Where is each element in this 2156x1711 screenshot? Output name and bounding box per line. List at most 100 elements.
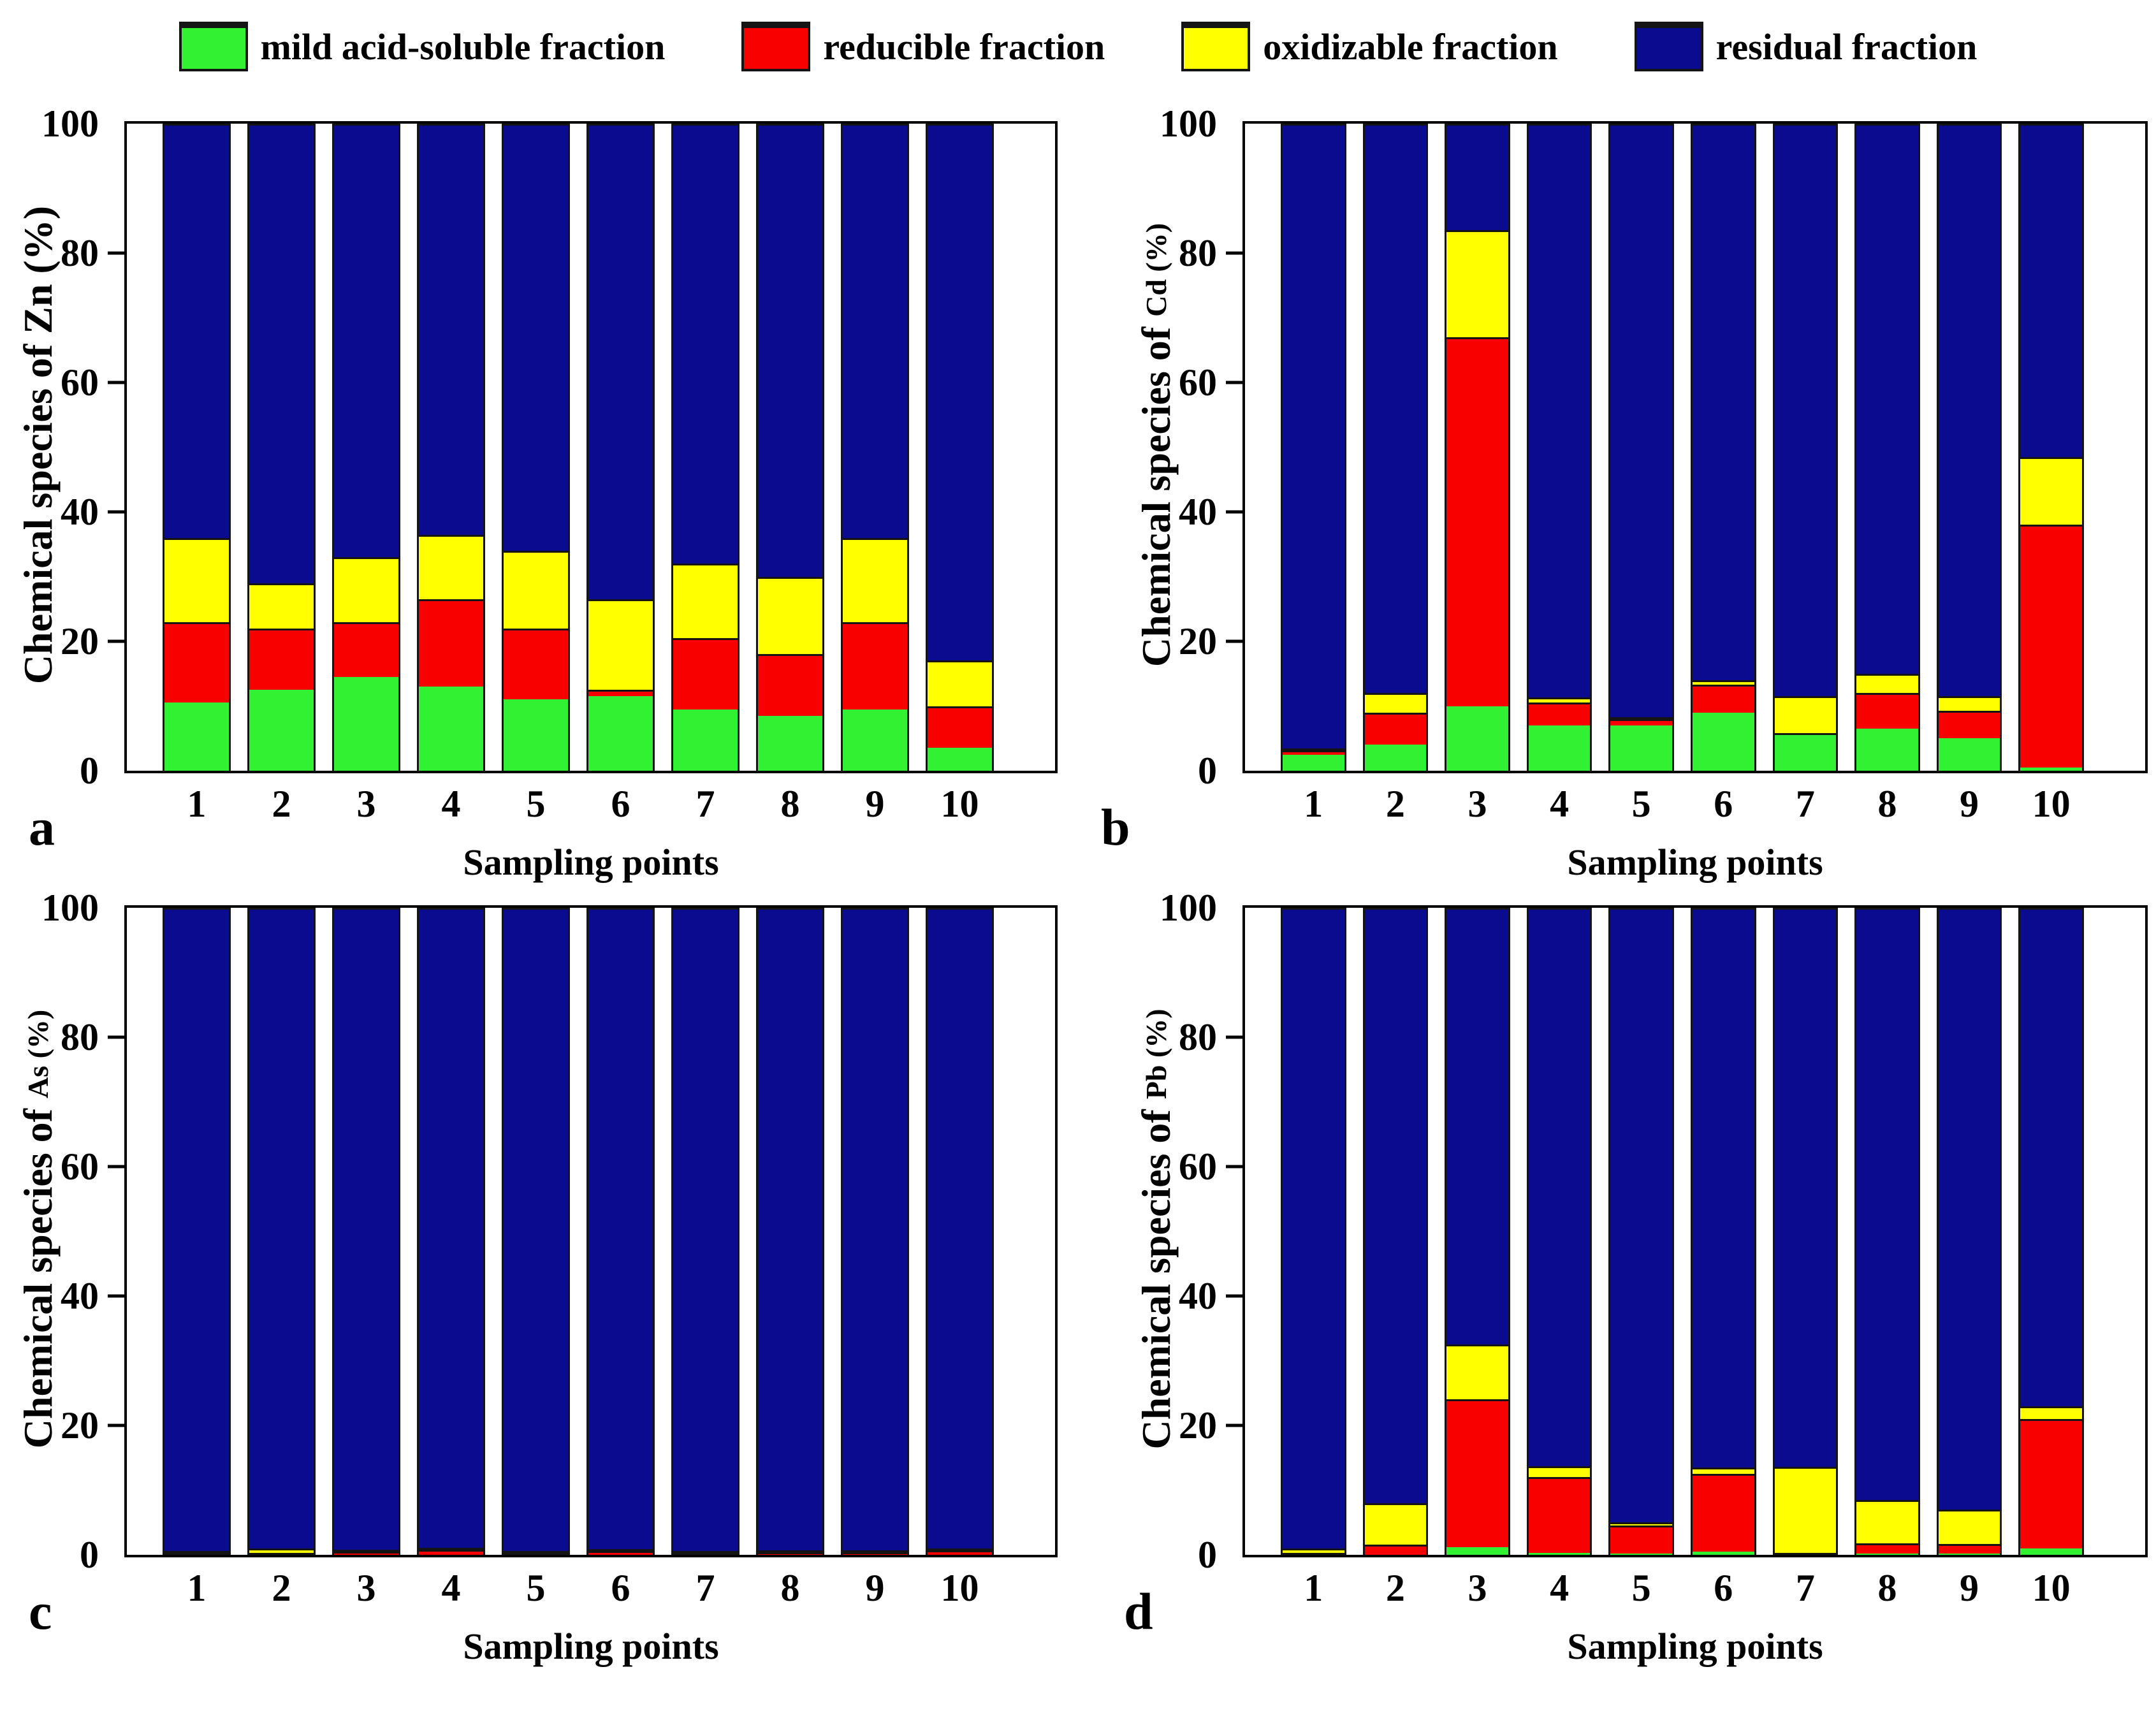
x-tick-label: 2 — [1385, 783, 1405, 825]
y-axis-title-prefix: Chemical species of — [1133, 1098, 1179, 1450]
x-tick-labels: 1 2 3 4 5 6 7 8 9 10 — [127, 782, 1055, 826]
bar-segment-yellow — [504, 550, 568, 629]
x-axis-title: Sampling points — [463, 1626, 719, 1667]
x-tick-label: 10 — [2032, 783, 2071, 825]
bar-segment-yellow — [1692, 680, 1754, 685]
bar-segment-yellow — [843, 537, 907, 622]
y-axis-element-label: Pb (%) — [1140, 1008, 1172, 1099]
x-tick-label: 4 — [1550, 1567, 1570, 1609]
y-tick-label: 60 — [61, 361, 99, 404]
bar-segment-red — [504, 1553, 568, 1555]
stacked-bar-as-2 — [247, 908, 316, 1555]
stacked-bar-pb-9 — [1936, 908, 2002, 1555]
bar-segment-yellow — [1446, 1344, 1508, 1400]
stacked-bar-pb-3 — [1445, 908, 1510, 1555]
bar-segment-blue — [504, 908, 568, 1551]
y-tick-label: 0 — [80, 1534, 99, 1576]
bar-segment-yellow — [164, 1551, 229, 1553]
y-axis-title-prefix: Chemical species of — [1133, 316, 1179, 667]
bar-segment-red — [1856, 693, 1918, 729]
bar-segment-yellow — [1364, 693, 1427, 713]
blue-swatch-icon — [1634, 22, 1703, 71]
y-tick-label: 0 — [80, 750, 99, 792]
x-axis-title: Sampling points — [1567, 1626, 1823, 1667]
bar-segment-red — [758, 654, 822, 716]
bar-segment-green — [758, 715, 822, 771]
bar-segment-green — [419, 687, 483, 771]
x-tick-label: 7 — [696, 1567, 715, 1609]
y-tick-label: 100 — [1160, 103, 1217, 145]
bar-segment-blue — [843, 124, 907, 538]
stacked-bar-as-5 — [502, 908, 570, 1555]
x-tick-label: 1 — [187, 1567, 207, 1609]
y-tick-label: 80 — [61, 232, 99, 274]
bar-segment-blue — [588, 908, 653, 1549]
bar-segment-green — [588, 696, 653, 771]
legend-label: mild acid-soluble fraction — [260, 25, 666, 68]
bar-segment-yellow — [1856, 673, 1918, 694]
bar-segment-red — [1692, 685, 1754, 713]
stacked-bar-zn-5 — [502, 124, 570, 771]
bar-segment-red — [1938, 1543, 2000, 1554]
stacked-bar-cd-5 — [1608, 124, 1674, 771]
x-tick-labels: 1 2 3 4 5 6 7 8 9 10 — [1245, 782, 2145, 826]
bar-segment-yellow — [673, 564, 738, 638]
bar-segment-red — [1774, 733, 1837, 736]
bar-segment-yellow — [1283, 748, 1344, 750]
bar-segment-yellow — [1364, 1503, 1427, 1545]
y-tick-label: 20 — [61, 1404, 99, 1446]
legend: mild acid-soluble fraction reducible frac… — [0, 11, 2156, 82]
bar-segment-red — [1856, 1543, 1918, 1554]
stacked-bar-pb-7 — [1772, 908, 1839, 1555]
x-tick-label: 9 — [865, 783, 885, 825]
x-tick-label: 10 — [2032, 1567, 2071, 1609]
bar-segment-yellow — [2020, 456, 2082, 525]
stacked-bar-cd-8 — [1854, 124, 1920, 771]
y-tick-mark — [108, 381, 124, 384]
bar-segment-blue — [334, 908, 398, 1550]
bar-segment-blue — [504, 124, 568, 551]
bar-segment-red — [673, 1553, 738, 1555]
bar-segment-blue — [928, 124, 992, 661]
x-tick-label: 6 — [611, 1567, 630, 1609]
y-tick-label: 40 — [1179, 491, 1217, 533]
bar-segment-yellow — [1528, 697, 1591, 703]
y-tick-mark — [108, 1035, 124, 1039]
bar-segment-blue — [1692, 908, 1754, 1467]
bar-segment-green — [1446, 706, 1508, 771]
x-tick-label: 7 — [696, 783, 715, 825]
bar-segment-red — [1692, 1474, 1754, 1552]
y-tick-label: 20 — [1179, 1404, 1217, 1446]
bar-segment-green — [2020, 767, 2082, 771]
bar-segment-green — [673, 709, 738, 771]
stacked-bar-pb-6 — [1690, 908, 1756, 1555]
x-tick-label: 5 — [1631, 783, 1651, 825]
legend-item: residual fraction — [1634, 22, 1977, 71]
bar-segment-green — [164, 703, 229, 771]
stacked-bar-pb-5 — [1608, 908, 1674, 1555]
y-axis-title-prefix: Chemical species of — [15, 333, 61, 684]
bar-segment-blue — [164, 908, 229, 1551]
x-tick-label: 2 — [272, 1567, 291, 1609]
bar-segment-yellow — [1610, 717, 1672, 719]
y-tick-mark — [1226, 510, 1242, 514]
x-tick-label: 1 — [1304, 783, 1323, 825]
red-swatch-icon — [741, 22, 811, 71]
x-tick-label: 9 — [1960, 1567, 1979, 1609]
bar-segment-red — [1774, 1553, 1837, 1555]
x-tick-label: 2 — [1385, 1567, 1405, 1609]
bar-segment-red — [928, 1550, 992, 1555]
stacked-bar-as-9 — [841, 908, 909, 1555]
stacked-bar-pb-8 — [1854, 908, 1920, 1555]
bar-segment-blue — [249, 124, 314, 583]
y-tick-mark — [1226, 1165, 1242, 1169]
x-tick-label: 9 — [1960, 783, 1979, 825]
bar-segment-blue — [1938, 124, 2000, 697]
bar-segment-yellow — [334, 557, 398, 622]
stacked-bar-cd-3 — [1445, 124, 1510, 771]
bar-segment-green — [1364, 745, 1427, 771]
bar-segment-green — [1692, 1551, 1754, 1555]
bar-segment-red — [1528, 1477, 1591, 1553]
bar-segment-green — [1774, 735, 1837, 771]
stacked-bar-cd-10 — [2018, 124, 2084, 771]
